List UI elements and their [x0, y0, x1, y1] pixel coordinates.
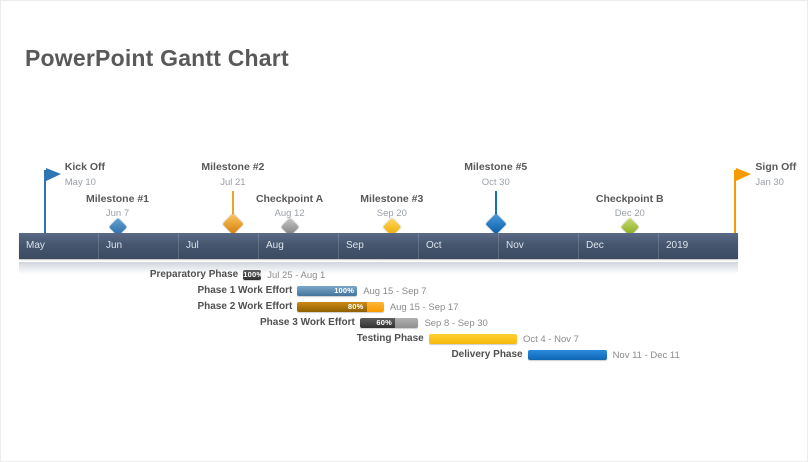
milestone-date-checkpoint-b: Dec 20	[614, 208, 645, 219]
task-label-phase-1-work-effort: Phase 1 Work Effort	[197, 285, 293, 296]
milestone-pole-kick-off	[43, 170, 46, 233]
milestone-name-milestone-1: Milestone #1	[86, 193, 150, 205]
task-percent-phase-3-work-effort: 60%	[376, 318, 392, 327]
task-dates-delivery-phase: Nov 11 - Dec 11	[612, 349, 680, 361]
task-dates-phase-1-work-effort: Aug 15 - Sep 7	[363, 285, 427, 297]
milestone-name-kick-off: Kick Off	[64, 161, 106, 173]
milestone-date-sign-off: Jan 30	[755, 177, 784, 188]
timeline-month-sep: Sep	[338, 233, 418, 259]
milestone-date-milestone-3: Sep 20	[376, 208, 407, 219]
milestone-pole-milestone-5	[494, 191, 497, 223]
task-bar-preparatory-phase[interactable]: 100%	[243, 270, 262, 280]
timeline-month-aug: Aug	[258, 233, 338, 259]
milestone-name-checkpoint-b: Checkpoint B	[595, 193, 664, 205]
timeline-month-2019: 2019	[658, 233, 738, 259]
task-bar-fill-phase-1-work-effort	[297, 286, 358, 296]
milestone-date-milestone-1: Jun 7	[105, 208, 130, 219]
timeline-month-jun: Jun	[98, 233, 178, 259]
flag-icon-sign-off[interactable]	[736, 168, 752, 181]
task-label-testing-phase: Testing Phase	[356, 333, 424, 344]
task-bar-testing-phase[interactable]	[428, 334, 517, 344]
task-dates-phase-3-work-effort: Sep 8 - Sep 30	[424, 317, 488, 329]
milestone-name-sign-off: Sign Off	[755, 161, 797, 173]
page-title: PowerPoint Gantt Chart	[25, 45, 289, 71]
task-dates-phase-2-work-effort: Aug 15 - Sep 17	[389, 301, 459, 313]
timeline-month-dec: Dec	[578, 233, 658, 259]
milestone-pole-sign-off	[734, 170, 737, 233]
milestone-date-milestone-2: Jul 21	[220, 177, 246, 188]
task-bar-phase-3-work-effort[interactable]: 60%	[359, 318, 419, 328]
milestone-date-checkpoint-a: Aug 12	[274, 208, 305, 219]
task-bar-phase-2-work-effort[interactable]: 80%	[297, 302, 384, 312]
timeline-month-nov: Nov	[498, 233, 578, 259]
task-dates-preparatory-phase: Jul 25 - Aug 1	[267, 269, 326, 281]
milestone-diamond-milestone-2[interactable]	[222, 213, 244, 235]
task-percent-phase-2-work-effort: 80%	[347, 302, 364, 311]
timeline-reflection	[19, 262, 738, 274]
task-percent-phase-1-work-effort: 100%	[334, 286, 355, 295]
milestone-date-milestone-5: Oct 30	[481, 177, 510, 188]
task-label-delivery-phase: Delivery Phase	[451, 349, 523, 360]
timeline-band: May Jun Jul Aug Sep Oct Nov Dec 2019	[19, 233, 738, 259]
timeline-month-may: May	[26, 240, 45, 251]
milestone-diamond-milestone-5[interactable]	[485, 213, 507, 235]
task-bar-fill-phase-2-work-effort	[297, 302, 367, 312]
task-bar-fill-preparatory-phase	[243, 270, 262, 280]
task-label-preparatory-phase: Preparatory Phase	[149, 269, 239, 280]
flag-icon-kick-off[interactable]	[45, 168, 61, 181]
task-percent-preparatory-phase: 100%	[243, 270, 262, 279]
task-bar-phase-1-work-effort[interactable]: 100%	[297, 286, 358, 296]
milestone-name-milestone-5: Milestone #5	[464, 161, 528, 173]
milestone-name-checkpoint-a: Checkpoint A	[255, 193, 324, 205]
milestone-pole-milestone-2	[231, 191, 234, 223]
task-label-phase-3-work-effort: Phase 3 Work Effort	[260, 317, 355, 328]
milestone-name-milestone-2: Milestone #2	[201, 161, 265, 173]
timeline-month-oct: Oct	[418, 233, 498, 259]
task-bar-delivery-phase[interactable]	[527, 350, 607, 360]
milestone-date-kick-off: May 10	[64, 177, 96, 188]
task-label-phase-2-work-effort: Phase 2 Work Effort	[197, 301, 293, 312]
milestone-name-milestone-3: Milestone #3	[360, 193, 424, 205]
task-bar-fill-phase-3-work-effort	[359, 318, 395, 328]
timeline-month-jul: Jul	[178, 233, 258, 259]
task-dates-testing-phase: Oct 4 - Nov 7	[522, 333, 579, 345]
